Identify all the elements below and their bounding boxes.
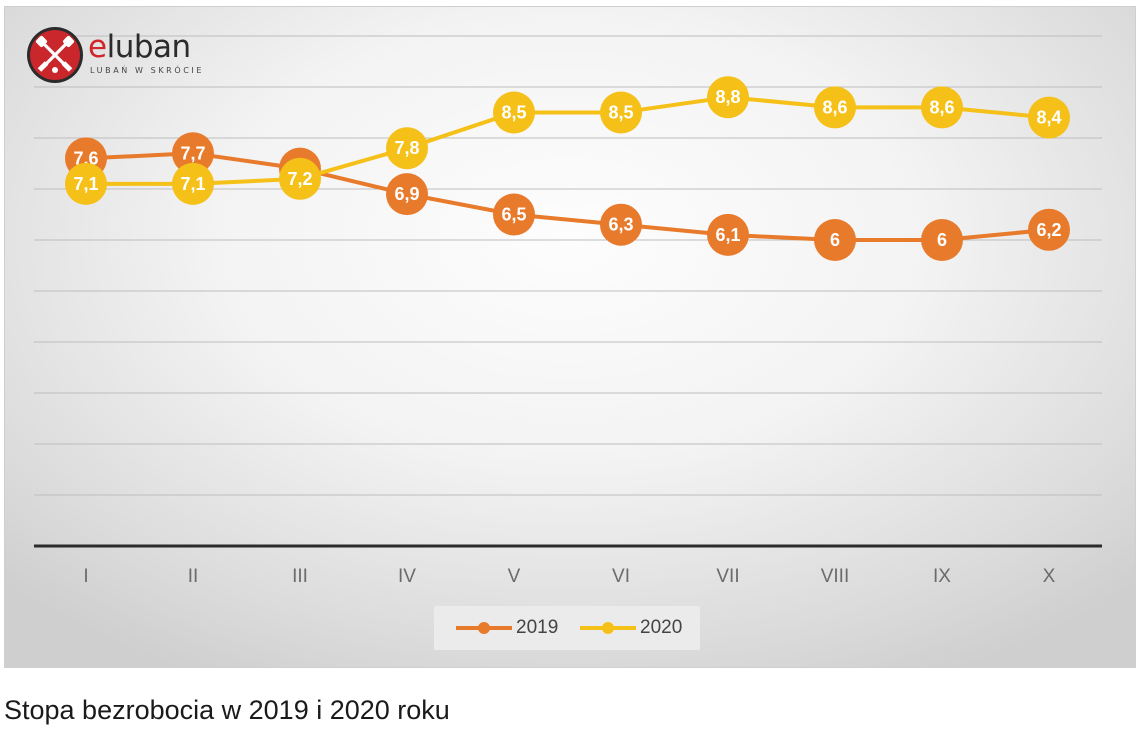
data-point-2020 xyxy=(65,162,107,205)
legend-swatch-2019 xyxy=(456,615,512,641)
data-label-2020: 7,2 xyxy=(287,169,312,189)
legend-label-2019: 2019 xyxy=(516,617,559,638)
data-point-2020 xyxy=(386,127,428,170)
data-label-2019: 7,7 xyxy=(180,143,205,163)
legend-item-2019: 2019 xyxy=(456,615,558,641)
series-layer: 7,67,77,46,96,56,36,1666,27,17,17,27,88,… xyxy=(65,76,1070,261)
chart-legend: 2019 2020 xyxy=(434,606,700,650)
data-point-2019 xyxy=(1028,208,1070,251)
data-point-2019 xyxy=(814,219,856,261)
x-tick-label: II xyxy=(188,566,199,587)
x-tick-label: VIII xyxy=(821,566,850,587)
figure-caption: Stopa bezrobocia w 2019 i 2020 roku xyxy=(4,695,450,725)
data-label-2019: 6,3 xyxy=(608,215,633,235)
data-label-2019: 6,5 xyxy=(501,205,526,225)
eluban-logo: eluban LUBAŃ W SKRÓCIE xyxy=(26,26,216,88)
data-label-2020: 8,4 xyxy=(1036,108,1061,128)
data-label-2019: 6,9 xyxy=(394,184,419,204)
series-2020: 7,1 7,1 7,2 7,8 8,5 8,5 8,8 8,6 8,6 8,4 xyxy=(65,76,1070,205)
data-point-2020 xyxy=(493,91,535,134)
data-point-2019 xyxy=(600,203,642,246)
logo-tagline: LUBAŃ W SKRÓCIE xyxy=(90,66,205,75)
crossed-keys-icon xyxy=(27,27,83,83)
series-line-2020 xyxy=(86,95,1050,186)
data-point-2019 xyxy=(172,132,214,175)
legend-label-2020: 2020 xyxy=(640,617,683,638)
x-tick-label: IV xyxy=(398,566,416,587)
data-point-2019 xyxy=(386,173,428,216)
x-tick-label: V xyxy=(508,566,521,587)
x-tick-label: X xyxy=(1043,566,1056,587)
data-point-2020 xyxy=(172,162,214,205)
logo-wordmark-rest: luban xyxy=(106,29,192,65)
data-point-2020 xyxy=(600,91,642,134)
data-point-2019 xyxy=(493,193,535,236)
data-label-2020: 7,1 xyxy=(180,174,205,194)
x-tick-label: VI xyxy=(612,566,630,587)
data-point-2019 xyxy=(707,213,749,256)
x-tick-label: III xyxy=(292,566,308,587)
series-line-2019 xyxy=(85,151,1050,242)
x-tick-label: VII xyxy=(716,566,739,587)
data-label-2019: 6,1 xyxy=(715,225,740,245)
data-label-2019: 6 xyxy=(937,230,947,250)
x-axis-tick-labels: I II III IV V VI VII VIII IX X xyxy=(83,566,1055,587)
x-tick-label: IX xyxy=(933,566,951,587)
data-label-2019: 7,6 xyxy=(73,148,98,168)
data-label-2019: 6 xyxy=(830,230,840,250)
data-label-2020: 8,6 xyxy=(822,97,847,117)
data-point-2020 xyxy=(279,157,321,200)
data-label-2020: 8,6 xyxy=(929,97,954,117)
data-point-2020 xyxy=(1028,96,1070,139)
logo-wordmark-accent: e xyxy=(88,29,107,65)
legend-item-2020: 2020 xyxy=(580,615,682,641)
logo-wordmark: eluban xyxy=(88,30,191,64)
data-point-2020 xyxy=(707,76,749,119)
data-label-2020: 8,5 xyxy=(608,103,633,123)
legend-swatch-2020 xyxy=(580,615,636,641)
data-point-2020 xyxy=(814,86,856,129)
x-tick-label: I xyxy=(83,566,88,587)
data-label-2020: 8,5 xyxy=(501,103,526,123)
data-label-2020: 7,8 xyxy=(394,138,419,158)
data-point-2020 xyxy=(921,86,963,129)
data-label-2020: 7,1 xyxy=(73,174,98,194)
data-label-2020: 8,8 xyxy=(715,87,740,107)
data-label-2019: 6,2 xyxy=(1036,220,1061,240)
data-point-2019 xyxy=(921,219,963,261)
